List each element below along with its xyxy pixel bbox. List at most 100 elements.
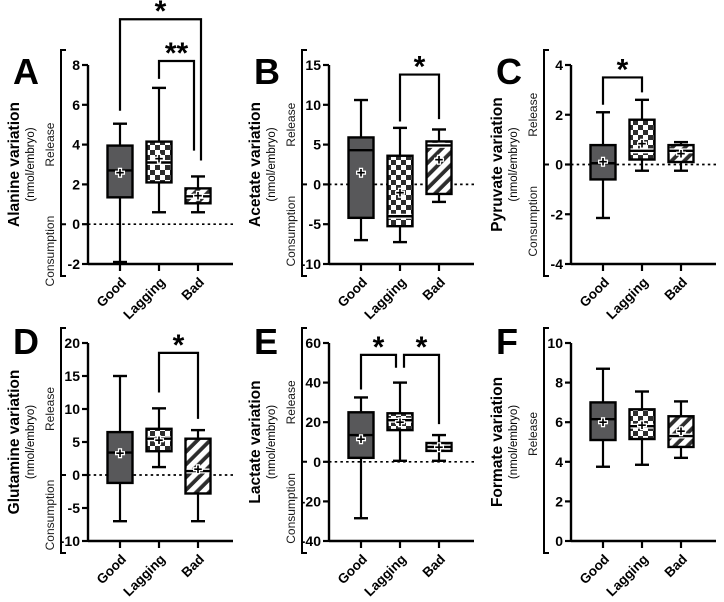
y-tick-label: 4 (555, 454, 563, 470)
boxplot-lagging: + (627, 98, 656, 172)
mean-plus-marker: + (116, 445, 125, 462)
mean-plus-marker: + (637, 417, 646, 434)
y-axis-title: Glutamine variation (6, 370, 23, 515)
release-consumption-bracket (60, 49, 66, 277)
y-tick-label: 6 (72, 97, 80, 113)
panel-B: B Acetate variation (nmol/embryo) Release Co… (241, 0, 482, 322)
y-tick-label: -10 (301, 256, 321, 272)
y-tick-label: 2 (555, 107, 563, 123)
significance-bracket (157, 59, 196, 151)
release-consumption-bracket (542, 327, 549, 554)
boxplot-bad: + (184, 175, 212, 214)
mean-plus-marker: + (194, 187, 203, 204)
panel-letter-C: C (496, 51, 522, 92)
y-axis-unit: (nmol/embryo) (25, 127, 37, 201)
panel-letter-A: A (13, 51, 39, 92)
significance-asterisks: ** (165, 37, 189, 70)
significance-asterisks: * (155, 0, 167, 28)
y-tick-label: 5 (314, 137, 322, 153)
y-tick-label: 10 (64, 401, 80, 417)
panel-B-svg: B Acetate variation (nmol/embryo) Release Co… (247, 49, 475, 322)
x-category-label-good: Good (335, 552, 371, 588)
y-tick-label: 2 (72, 176, 80, 192)
panel-letter-E: E (254, 321, 278, 362)
iqr-box (106, 430, 134, 485)
panel-D: D Glutamine variation (nmol/embryo) Release… (0, 301, 241, 602)
boxplot-good: + (106, 122, 134, 264)
mean-plus-marker: + (598, 154, 607, 171)
iqr-box (588, 401, 617, 442)
panel-C-svg: C Pyruvate variation (nmol/embryo) Release C… (489, 49, 716, 322)
y-tick-label: 2 (555, 493, 563, 509)
y-tick-label: -10 (60, 533, 80, 549)
x-category-label-good: Good (576, 552, 612, 588)
y-tick-label: 15 (64, 368, 80, 384)
y-tick-label: 10 (306, 97, 322, 113)
y-tick-label: 20 (306, 414, 322, 430)
panel-D-svg: D Glutamine variation (nmol/embryo) Release… (6, 321, 233, 600)
boxplot-bad: + (425, 433, 454, 463)
y-tick-label: 15 (306, 57, 322, 73)
y-tick-label: -2 (68, 256, 81, 272)
significance-bracket (360, 353, 398, 390)
y-axis-title: Lactate variation (247, 380, 264, 503)
boxplot-bad: + (184, 428, 212, 523)
iqr-box (666, 415, 695, 449)
mean-plus-marker: + (598, 414, 607, 431)
y-axis-title: Formate variation (489, 377, 506, 507)
panel-E: E Lactate variation (nmol/embryo) Release Co… (241, 301, 482, 602)
panel-A: A Alanine variation (nmol/embryo) Release Co… (0, 0, 241, 322)
panel-F-svg: F Formate variation (nmol/embryo) Release 10… (489, 321, 716, 600)
boxplot-bad: + (425, 128, 454, 204)
boxplot-lagging: + (386, 126, 415, 244)
y-tick-label: -40 (301, 533, 321, 549)
release-label: Release (284, 380, 298, 424)
boxplot-lagging: + (386, 381, 415, 463)
boxplot-good: + (106, 374, 134, 523)
x-category-label-lagging: Lagging (362, 552, 410, 600)
y-axis-title: Pyruvate variation (489, 97, 506, 231)
boxplot-good: + (588, 111, 617, 220)
release-label: Release (284, 102, 298, 146)
boxplot-lagging: + (627, 390, 656, 466)
boxplot-lagging: + (145, 407, 173, 469)
release-label: Release (43, 387, 57, 431)
mean-plus-marker: + (396, 414, 405, 431)
release-label: Release (526, 92, 540, 136)
y-tick-label: 5 (72, 434, 80, 450)
release-consumption-bracket (301, 49, 308, 277)
boxplot-lagging: + (145, 86, 173, 214)
consumption-label: Consumption (43, 480, 57, 551)
y-tick-label: 8 (72, 57, 80, 73)
x-category-label-lagging: Lagging (603, 552, 651, 600)
panel-letter-B: B (254, 51, 280, 92)
y-axis-unit: (nmol/embryo) (266, 127, 278, 201)
y-tick-label: 6 (555, 414, 563, 430)
mean-plus-marker: + (676, 423, 685, 440)
y-axis-title: Alanine variation (6, 102, 23, 227)
y-tick-label: 60 (306, 335, 322, 351)
x-category-label-lagging: Lagging (120, 552, 168, 600)
significance-bracket (403, 353, 441, 425)
y-tick-label: -4 (550, 256, 563, 272)
panel-A-svg: A Alanine variation (nmol/embryo) Release Co… (6, 0, 233, 322)
consumption-label: Consumption (284, 196, 298, 267)
y-tick-label: 0 (314, 454, 322, 470)
y-tick-label: 10 (547, 335, 563, 351)
boxplot-good: + (347, 98, 376, 242)
y-axis-unit: (nmol/embryo) (508, 127, 520, 201)
release-label: Release (526, 412, 540, 456)
significance-asterisks: * (414, 51, 426, 84)
release-consumption-bracket (60, 327, 66, 554)
y-axis-unit: (nmol/embryo) (508, 405, 520, 479)
y-tick-label: -5 (309, 216, 322, 232)
mean-plus-marker: + (116, 164, 125, 181)
significance-bracket (157, 351, 200, 419)
panel-E-svg: E Lactate variation (nmol/embryo) Release Co… (247, 321, 475, 600)
y-tick-label: 0 (72, 216, 80, 232)
mean-plus-marker: + (435, 439, 444, 456)
significance-asterisks: * (373, 331, 385, 364)
mean-plus-marker: + (637, 135, 646, 152)
y-tick-label: 20 (64, 335, 80, 351)
y-tick-label: 0 (72, 467, 80, 483)
